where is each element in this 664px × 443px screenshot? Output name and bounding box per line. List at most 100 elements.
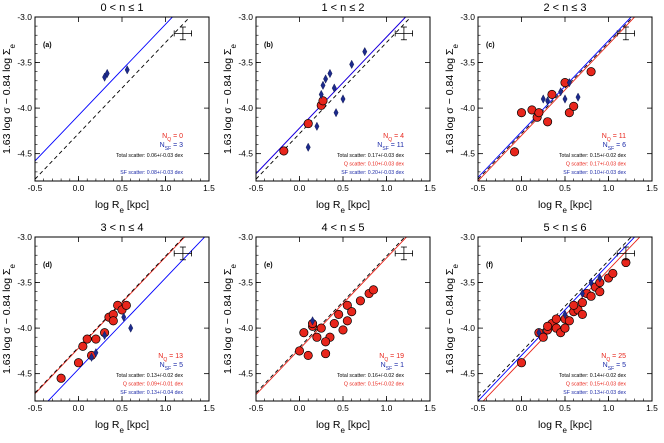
y-tick-label: -4.5 <box>238 149 253 159</box>
panel-label: (d) <box>43 262 52 269</box>
y-tick-label: -3.5 <box>460 58 475 68</box>
y-tick-label: -4.0 <box>17 103 32 113</box>
x-axis-label: log Re [kpc] <box>95 199 149 215</box>
quiescent-point <box>509 147 520 157</box>
count-quiescent: NQ = 19 <box>379 353 404 363</box>
quiescent-point <box>321 337 331 347</box>
count-star-forming: NSF = 6 <box>603 142 626 152</box>
q-fit-line <box>256 237 408 395</box>
count-star-forming: NSF = 11 <box>377 142 404 152</box>
reference-line <box>478 237 632 398</box>
panel-title: 2 < n ≤ 3 <box>543 2 586 14</box>
x-tick-label: 0.5 <box>116 403 128 413</box>
sf-fit-line <box>47 237 206 401</box>
quiescent-point <box>586 291 596 301</box>
panel-b: 1 < n ≤ 2 -0.5 0.0 0.5 1.0 1.5 -3.0 -3.5 -4.0 -4.… <box>222 2 436 215</box>
y-tick-label: -3.5 <box>238 58 253 68</box>
x-tick-label: 0.5 <box>116 183 128 193</box>
scatter-q: Q scatter: 0.09+/-0.01 dex <box>123 382 184 388</box>
quiescent-point <box>368 285 378 295</box>
quiescent-point <box>543 321 553 331</box>
star-forming-point <box>310 316 315 326</box>
y-tick-label: -4.5 <box>17 369 32 379</box>
y-axis-label: 1.63 log σ − 0.84 log Σe <box>1 263 17 374</box>
quiescent-point <box>316 323 326 333</box>
scatter-sf: SF scatter: 0.13+/-0.03 dex <box>563 390 626 396</box>
y-tick-label: -3.5 <box>17 278 32 288</box>
quiescent-point <box>551 314 561 324</box>
scatter-q: Q scatter: 0.15+/-0.03 dex <box>566 382 627 388</box>
quiescent-point <box>73 358 84 368</box>
star-forming-point <box>562 94 568 104</box>
scatter-total: Total scatter: 0.15+/-0.02 dex <box>559 153 626 159</box>
quiescent-point <box>355 296 365 306</box>
star-forming-point <box>597 273 603 283</box>
x-tick-label: 1.0 <box>160 183 172 193</box>
error-bar <box>173 26 193 41</box>
quiescent-point <box>299 328 309 338</box>
star-forming-point <box>104 68 110 79</box>
y-tick-label: -3.5 <box>460 278 475 288</box>
quiescent-point <box>56 373 66 383</box>
star-forming-point <box>327 68 333 79</box>
count-quiescent: NQ = 4 <box>383 133 404 143</box>
quiescent-point <box>569 300 579 310</box>
y-tick-label: -4.5 <box>460 369 475 379</box>
scatter-total: Total scatter: 0.17+/-0.03 dex <box>337 153 404 159</box>
quiescent-point <box>78 341 88 351</box>
y-tick-label: -4.5 <box>460 149 475 159</box>
x-tick-label: 1.5 <box>203 183 215 193</box>
panel-c: 2 < n ≤ 3 -0.5 0.0 0.5 1.0 1.5 -3.0 -3.5 -4.0 -4.… <box>444 2 658 215</box>
x-tick-label: -0.5 <box>471 403 486 413</box>
y-tick-label: -3.5 <box>17 58 32 68</box>
quiescent-point <box>334 309 344 319</box>
quiescent-point <box>516 108 527 118</box>
scatter-total: Total scatter: 0.06+/-0.03 dex <box>116 153 183 159</box>
y-tick-label: -3.0 <box>238 232 253 242</box>
scatter-q: Q scatter: 0.15+/-0.02 dex <box>344 382 405 388</box>
x-tick-label: 0.0 <box>294 183 306 193</box>
y-axis-label: 1.63 log σ − 0.84 log Σe <box>1 43 17 154</box>
panel-title: 4 < n ≤ 5 <box>321 222 364 234</box>
x-tick-label: 1.5 <box>646 403 658 413</box>
x-tick-label: 0.0 <box>294 403 306 413</box>
star-forming-point <box>579 288 585 299</box>
star-forming-point <box>362 46 368 57</box>
star-forming-point <box>536 328 542 338</box>
x-tick-label: -0.5 <box>471 183 486 193</box>
panel-title: 0 < n ≤ 1 <box>100 2 143 14</box>
x-tick-label: -0.5 <box>249 183 264 193</box>
y-axis-label: 1.63 log σ − 0.84 log Σe <box>222 43 238 154</box>
y-tick-label: -4.5 <box>238 369 253 379</box>
quiescent-point <box>569 101 579 111</box>
quiescent-point <box>543 117 553 127</box>
quiescent-point <box>303 350 313 360</box>
x-tick-label: 0.5 <box>559 403 571 413</box>
x-tick-label: 0.0 <box>73 183 85 193</box>
quiescent-point <box>338 325 348 335</box>
error-bar <box>173 246 193 261</box>
x-tick-label: -0.5 <box>28 183 43 193</box>
y-tick-label: -3.0 <box>460 12 475 22</box>
star-forming-point <box>349 59 355 70</box>
scatter-sf: SF scatter: 0.20+/-0.03 dex <box>341 170 404 176</box>
x-tick-label: 1.0 <box>603 403 615 413</box>
star-forming-point <box>323 74 329 84</box>
x-tick-label: 1.0 <box>160 403 172 413</box>
x-tick-label: -0.5 <box>249 403 264 413</box>
y-tick-label: -3.0 <box>460 232 475 242</box>
quiescent-point <box>347 307 357 317</box>
panel-label: (f) <box>486 262 493 269</box>
star-forming-point <box>566 77 572 88</box>
quiescent-point <box>547 89 557 99</box>
x-tick-label: 0.0 <box>516 403 528 413</box>
count-star-forming: NSF = 5 <box>603 362 626 372</box>
count-quiescent: NQ = 25 <box>601 353 626 363</box>
y-tick-label: -4.0 <box>460 103 475 113</box>
quiescent-point <box>312 332 322 342</box>
quiescent-point <box>534 108 544 118</box>
quiescent-point <box>342 300 352 310</box>
x-axis-label: log Re [kpc] <box>316 419 370 435</box>
error-bar <box>394 26 414 41</box>
